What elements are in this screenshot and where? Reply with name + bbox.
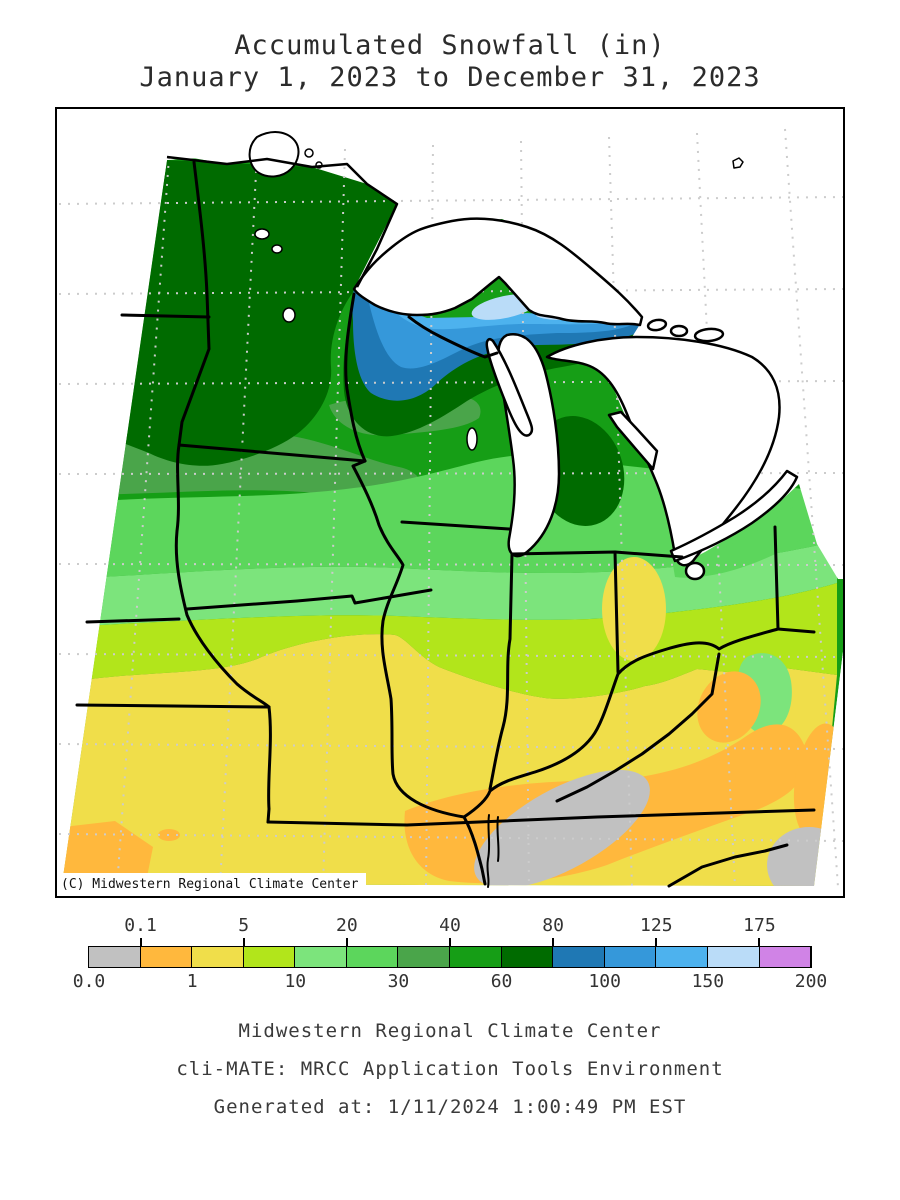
border-big-sioux-missouri-river (174, 443, 271, 709)
legend-label-bottom: 60 (490, 971, 513, 992)
region-80-100in-west-edge-dot (149, 203, 157, 219)
lake-superior (352, 217, 644, 327)
border-in-oh (613, 550, 620, 674)
border-mn-east-mississippi (344, 292, 367, 463)
legend-label-bottom: 200 (794, 971, 828, 992)
kentucky-lake (486, 814, 491, 888)
border-il-in (488, 552, 514, 791)
legend-cell-150-175 (707, 947, 760, 967)
legend-tick (242, 938, 245, 946)
border-ohio-river (462, 627, 780, 819)
small-island-northeast (732, 157, 744, 169)
state-borders (75, 160, 816, 888)
legend-cell-10-20 (295, 947, 347, 967)
lake-barkley (496, 816, 500, 862)
legend-label-top: 80 (542, 915, 564, 936)
legend-label-bottom: 30 (387, 971, 410, 992)
border-nd-sd (120, 313, 211, 319)
lake-of-the-woods (248, 131, 300, 178)
region-100-125in-band (367, 294, 641, 369)
region-1-5in-ohio-tongue (602, 557, 666, 661)
border-red-river-mn-west (177, 160, 211, 447)
mille-lacs-lake (282, 307, 296, 323)
border-wi-il (400, 520, 511, 531)
region-20-30in-erie-shore (673, 495, 819, 578)
region-0.1-1in-bottom-left (62, 821, 153, 886)
green-bay (485, 338, 534, 437)
snowfall-contour-map (57, 109, 843, 888)
st-joseph-island (646, 318, 668, 332)
lake-winnebago (466, 427, 478, 451)
region-80-100in-band (352, 289, 643, 401)
legend-cell-100-125 (604, 947, 657, 967)
legend-cell-1-5 (192, 947, 244, 967)
border-ky-va (555, 652, 721, 803)
map-subtitle-date-range: January 1, 2023 to December 31, 2023 (139, 62, 761, 93)
red-lake (254, 228, 270, 240)
legend-cell-125-150 (656, 947, 708, 967)
legend-cell-175-200 (759, 947, 812, 967)
legend-label-top: 175 (743, 915, 776, 936)
legend-cell-40-60 (450, 947, 502, 967)
map-title: Accumulated Snowfall (in) (234, 30, 666, 61)
border-mo-west (266, 705, 272, 824)
border-ne-ks (75, 703, 271, 709)
legend-label-bottom: 1 (186, 971, 198, 992)
legend-cell-20-30 (346, 947, 399, 967)
lake-erie (669, 469, 799, 563)
map-panel: (C) Midwestern Regional Climate Center (55, 107, 845, 898)
border-sd-ne (85, 617, 181, 624)
border-ia-mo (185, 588, 433, 611)
manitoulin-island (693, 327, 725, 343)
region-5-10in-band (83, 583, 837, 699)
legend-label-top: 0.1 (124, 915, 157, 936)
border-tn-nc (667, 843, 789, 888)
saginaw-bay (607, 410, 659, 471)
legend-tick (345, 938, 348, 946)
legend-label-top: 20 (336, 915, 358, 936)
legend-cell-80-100 (553, 947, 605, 967)
great-lakes (248, 131, 799, 581)
drummond-island (669, 324, 689, 338)
leech-lake (271, 244, 283, 254)
region-60-80in-minnesota (123, 160, 397, 466)
us-canada-border (166, 155, 399, 288)
legend-label-top: 5 (238, 915, 250, 936)
legend-label-top: 40 (439, 915, 461, 936)
rainy-lake (304, 148, 314, 158)
region-0-0.1in-tennessee (474, 769, 650, 886)
legend-tick (552, 938, 555, 946)
legend-label-bottom: 0.0 (72, 971, 106, 992)
border-mississippi-river (351, 459, 487, 886)
legend-tick (139, 938, 142, 946)
border-wi-mi (407, 315, 499, 359)
border-mo-ar (266, 820, 409, 827)
region-20-30in-band (85, 454, 837, 578)
region-0.1-1in-kansas-dot (158, 829, 180, 841)
lake-st-clair (684, 561, 706, 581)
legend-cell-60-80 (501, 947, 554, 967)
footer-org-name: Midwestern Regional Climate Center (238, 1020, 662, 1042)
legend-color-bar: 0.1 5 20 40 80 125 175 0.0 1 10 30 60 100 150 200 (73, 915, 828, 992)
legend-tick (449, 938, 451, 946)
legend-cell-0.1-1 (140, 947, 193, 967)
footer-generated-timestamp: Generated at: 1/11/2024 1:00:49 PM EST (213, 1096, 687, 1118)
legend-cell-0.0-0.1 (89, 947, 141, 967)
legend-label-bottom: 10 (284, 971, 307, 992)
legend-tick (655, 938, 658, 946)
border-ky-tn (405, 808, 816, 827)
legend-label-top: 125 (640, 915, 673, 936)
map-copyright: (C) Midwestern Regional Climate Center (57, 873, 367, 896)
legend-tick (758, 938, 761, 946)
footer-app-name: cli-MATE: MRCC Application Tools Environ… (176, 1058, 724, 1080)
legend-cell-30-40 (398, 947, 451, 967)
border-mn-south (177, 443, 367, 463)
legend-cell-5-10 (243, 947, 296, 967)
legend-label-bottom: 100 (588, 971, 621, 992)
canada-out-of-region-mask (57, 109, 843, 579)
legend-label-bottom: 150 (691, 971, 725, 992)
graticule (58, 128, 843, 888)
